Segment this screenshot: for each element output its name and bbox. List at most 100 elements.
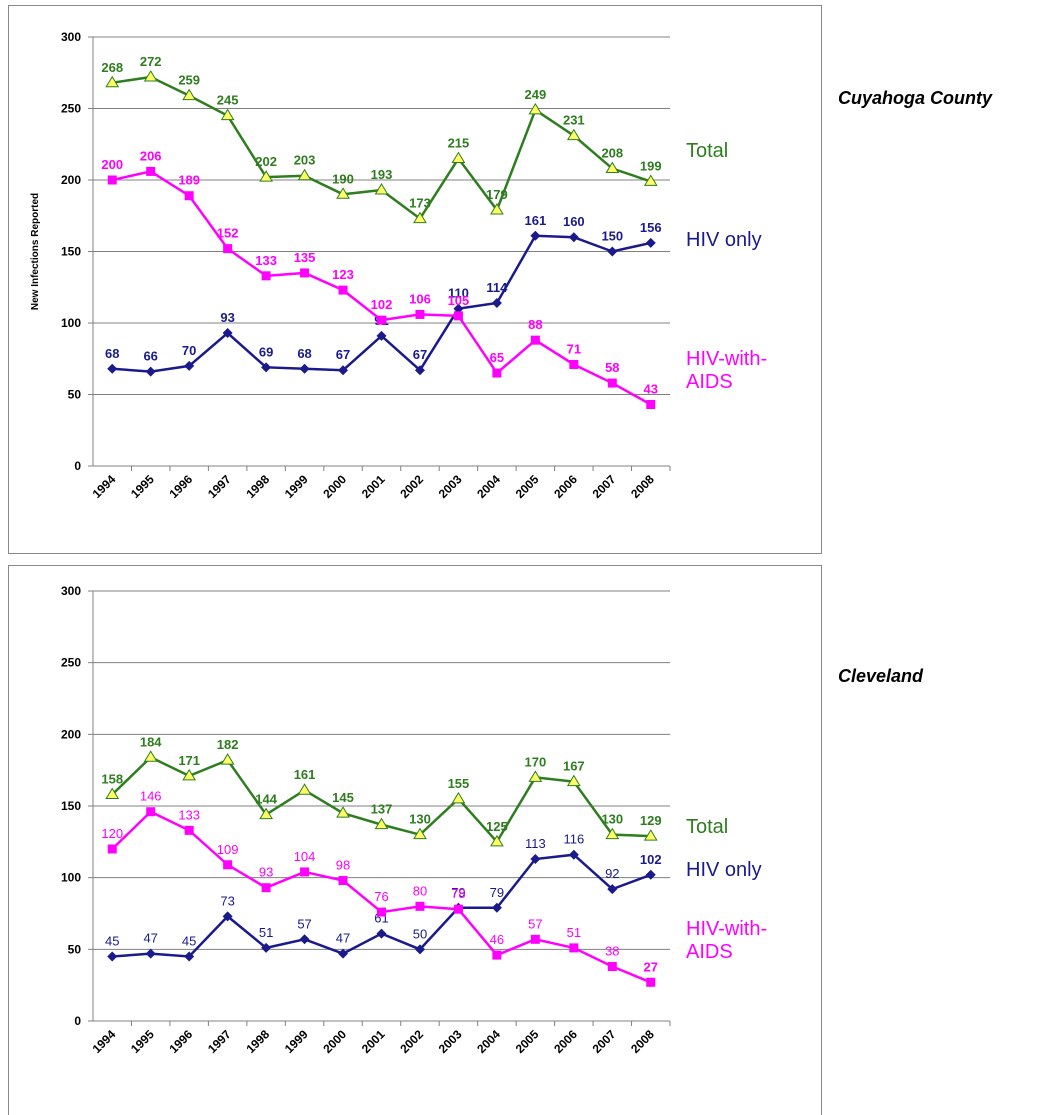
marker: [259, 807, 273, 820]
data-label: 189: [178, 173, 200, 188]
chart-title: Cuyahoga County: [838, 88, 993, 108]
marker: [530, 934, 540, 944]
x-tick-label: 2004: [474, 1027, 503, 1056]
marker: [491, 902, 502, 913]
data-label: 47: [143, 931, 157, 946]
x-tick-label: 2000: [320, 1027, 349, 1056]
marker: [414, 944, 425, 955]
marker: [607, 378, 617, 388]
x-tick-label: 1995: [128, 1027, 157, 1056]
data-label: 93: [220, 310, 234, 325]
x-tick-label: 1999: [282, 1027, 311, 1056]
data-label: 215: [448, 136, 470, 151]
marker: [566, 128, 581, 141]
marker: [338, 285, 348, 295]
marker: [374, 817, 389, 830]
legend-label: Total: [686, 816, 729, 838]
y-tick-label: 150: [61, 245, 81, 259]
data-label: 70: [182, 343, 196, 358]
data-label: 65: [490, 350, 504, 365]
data-label: 106: [409, 291, 431, 306]
legend-label: HIV only: [686, 859, 762, 881]
data-label: 158: [101, 772, 123, 787]
y-tick-label: 100: [61, 316, 81, 330]
data-label: 135: [294, 250, 316, 265]
data-label: 76: [374, 889, 388, 904]
marker: [413, 211, 427, 224]
y-tick-label: 50: [68, 388, 82, 402]
marker: [530, 335, 540, 345]
data-label: 113: [525, 836, 546, 851]
data-label: 78: [451, 886, 465, 901]
y-tick-label: 150: [61, 799, 81, 813]
data-label: 105: [448, 293, 470, 308]
data-label: 120: [101, 826, 123, 841]
x-tick-label: 2007: [590, 1027, 619, 1056]
marker: [182, 768, 197, 781]
data-label: 144: [255, 792, 277, 807]
marker: [300, 268, 310, 278]
marker: [261, 362, 272, 373]
marker: [377, 907, 386, 917]
marker: [145, 366, 156, 377]
x-tick-label: 1997: [205, 472, 234, 501]
marker: [143, 750, 158, 762]
data-label: 88: [528, 317, 542, 332]
data-label: 51: [259, 925, 273, 940]
marker: [105, 787, 120, 800]
data-label: 161: [525, 213, 547, 228]
y-tick-label: 100: [61, 871, 81, 885]
marker: [491, 297, 502, 308]
marker: [297, 783, 312, 795]
marker: [645, 237, 656, 248]
marker: [184, 951, 195, 962]
data-label: 102: [371, 297, 393, 312]
x-tick-label: 2005: [513, 1027, 542, 1056]
data-label: 79: [451, 885, 465, 900]
data-label: 57: [297, 916, 311, 931]
marker: [569, 359, 579, 369]
data-label: 45: [105, 934, 119, 949]
x-tick-label: 1996: [167, 472, 196, 501]
marker: [605, 827, 620, 840]
marker: [261, 942, 272, 953]
data-label: 249: [525, 87, 547, 102]
y-tick-label: 300: [61, 30, 81, 44]
data-label: 80: [413, 883, 427, 898]
x-tick-label: 2000: [320, 472, 349, 501]
marker: [414, 365, 425, 376]
legend-label: HIV-with-AIDS: [686, 348, 768, 393]
data-label: 130: [601, 812, 623, 827]
x-tick-label: 1998: [243, 1027, 272, 1056]
marker: [530, 230, 541, 241]
marker: [222, 911, 233, 922]
marker: [605, 161, 620, 174]
data-label: 79: [490, 885, 504, 900]
marker: [182, 88, 197, 101]
data-label: 51: [567, 925, 581, 940]
series-line: [111, 170, 652, 406]
marker: [184, 191, 194, 201]
y-tick-label: 300: [61, 584, 81, 598]
x-tick-label: 1995: [128, 472, 157, 501]
data-label: 206: [140, 148, 162, 163]
data-label: 45: [182, 934, 196, 949]
data-label: 71: [567, 341, 581, 356]
data-label: 93: [259, 865, 273, 880]
marker: [492, 950, 502, 960]
chart-frame: [8, 5, 822, 554]
chart-title: Cleveland: [838, 666, 924, 686]
marker: [374, 183, 389, 195]
marker: [299, 363, 310, 374]
data-label: 155: [448, 776, 470, 791]
marker: [376, 928, 387, 939]
y-tick-label: 200: [61, 173, 81, 187]
data-label: 160: [563, 214, 585, 229]
marker: [643, 829, 658, 841]
marker: [569, 943, 579, 953]
data-label: 173: [409, 196, 431, 211]
marker: [107, 175, 117, 185]
data-label: 199: [640, 158, 662, 173]
marker: [299, 934, 310, 945]
